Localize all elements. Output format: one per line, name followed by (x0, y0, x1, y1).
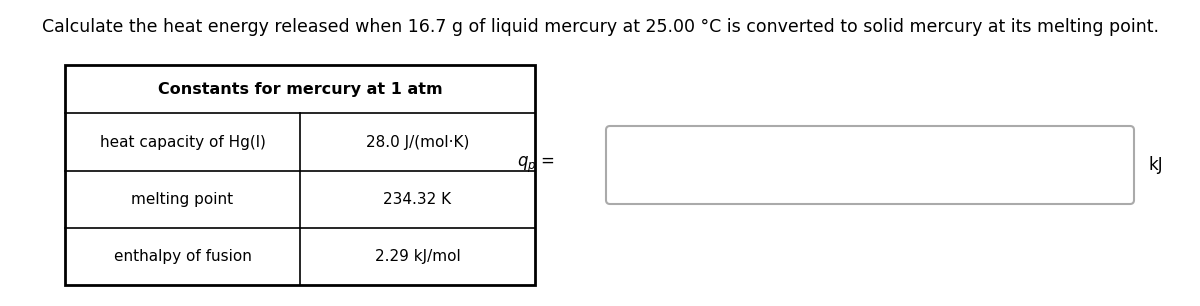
Text: enthalpy of fusion: enthalpy of fusion (114, 249, 252, 264)
Text: 28.0 J/(mol·K): 28.0 J/(mol·K) (366, 135, 469, 150)
FancyBboxPatch shape (606, 126, 1134, 204)
Text: kJ: kJ (1148, 156, 1163, 174)
Text: melting point: melting point (132, 192, 234, 207)
Text: 2.29 kJ/mol: 2.29 kJ/mol (374, 249, 461, 264)
Text: $q_p$ =: $q_p$ = (517, 155, 554, 175)
Text: heat capacity of Hg(l): heat capacity of Hg(l) (100, 135, 265, 150)
Text: Calculate the heat energy released when 16.7 g of liquid mercury at 25.00 °C is : Calculate the heat energy released when … (42, 18, 1158, 36)
Text: Constants for mercury at 1 atm: Constants for mercury at 1 atm (157, 82, 443, 97)
Text: 234.32 K: 234.32 K (384, 192, 451, 207)
Bar (65, 65, 535, 285)
